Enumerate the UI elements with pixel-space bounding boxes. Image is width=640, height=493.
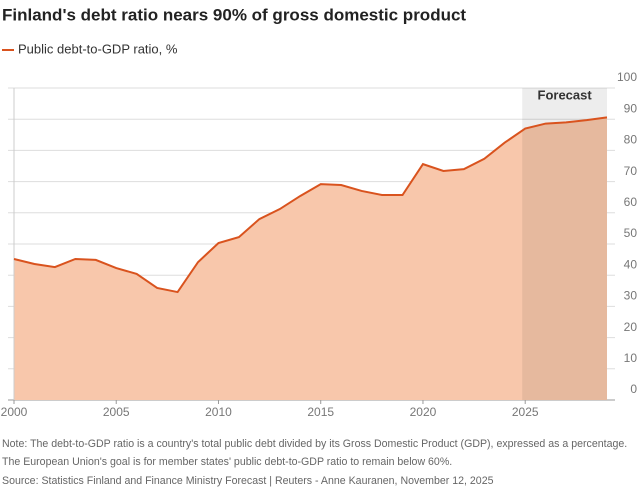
source: Source: Statistics Finland and Finance M… [2, 475, 494, 487]
area [14, 117, 607, 400]
chart-title: Finland's debt ratio nears 90% of gross … [2, 5, 466, 24]
x-tick-label: 2005 [103, 405, 130, 419]
y-tick-label: 10 [624, 351, 638, 365]
forecast-band [522, 88, 607, 400]
y-tick-label: 100 [617, 70, 637, 84]
y-tick-label: 90 [624, 101, 638, 115]
y-tick-label: 80 [624, 133, 638, 147]
legend-label: Public debt-to-GDP ratio, % [18, 41, 178, 56]
y-tick-label: 70 [624, 164, 638, 178]
forecast-label: Forecast [538, 87, 593, 102]
line [13, 116, 608, 294]
y-tick-label: 0 [630, 382, 637, 396]
x-tick-label: 2020 [410, 405, 437, 419]
y-tick-label: 60 [624, 195, 638, 209]
x-tick-label: 2015 [307, 405, 334, 419]
x-tick-label: 2025 [512, 405, 539, 419]
x-tick-label: 2010 [205, 405, 232, 419]
note: The European Union's goal is for member … [2, 456, 452, 468]
y-tick-label: 40 [624, 257, 638, 271]
note: Note: The debt-to-GDP ratio is a country… [2, 438, 627, 450]
x-tick-label: 2000 [1, 405, 28, 419]
y-tick-label: 20 [624, 320, 638, 334]
y-tick-label: 30 [624, 289, 638, 303]
y-tick-label: 50 [624, 226, 638, 240]
